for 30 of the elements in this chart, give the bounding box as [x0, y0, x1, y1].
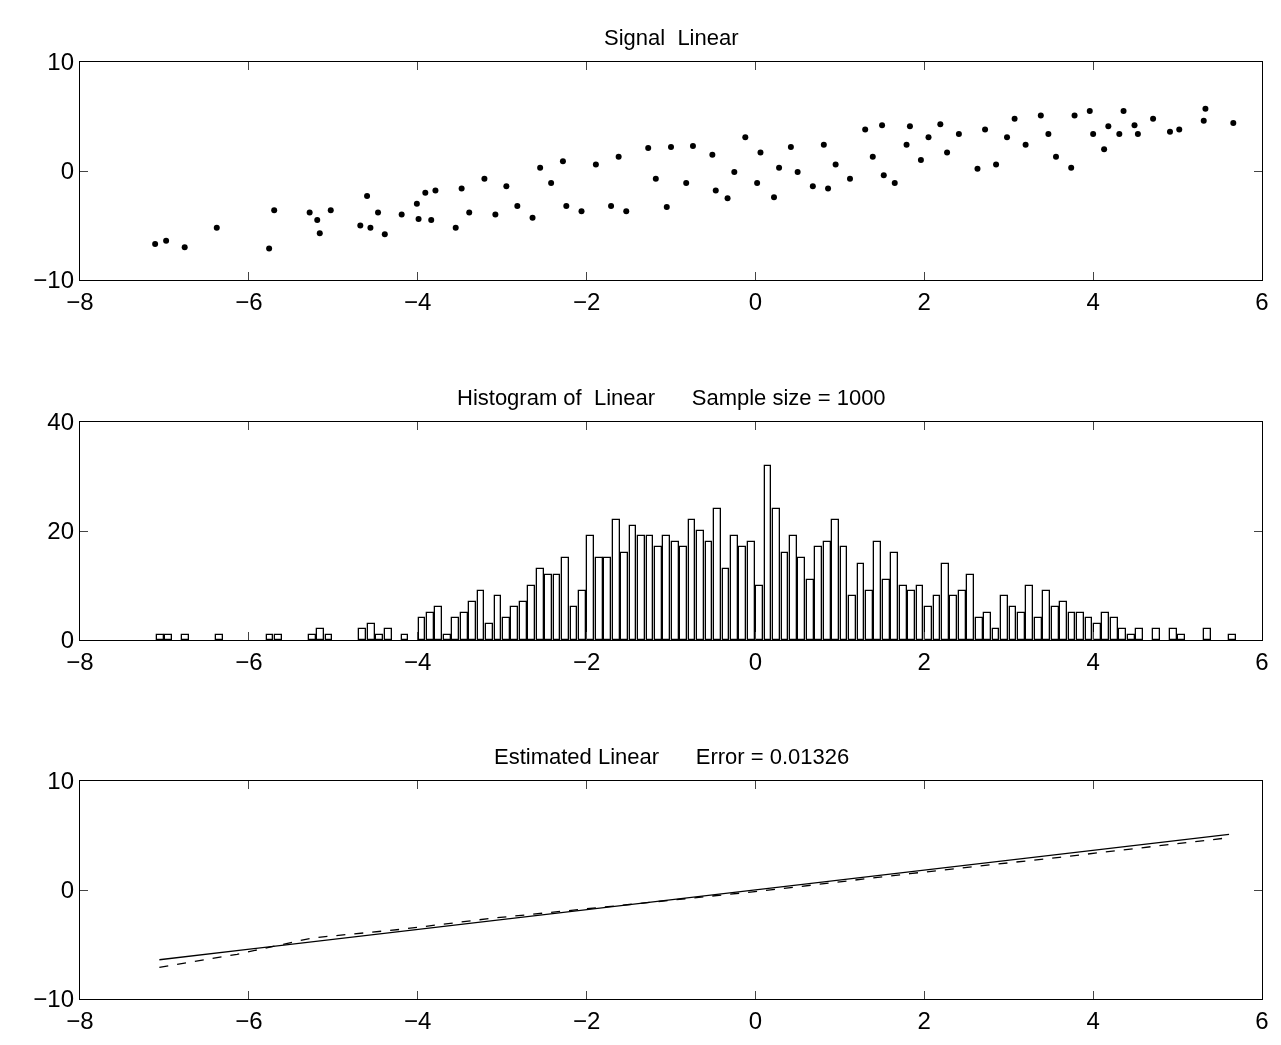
- y-tick-label: 20: [47, 517, 75, 545]
- y-tick-label: 40: [47, 408, 75, 436]
- x-tick-label: 0: [748, 1006, 763, 1034]
- y-tick-label: 0: [60, 157, 75, 185]
- x-tick-label: 6: [1255, 287, 1269, 315]
- x-tick-label: −2: [572, 287, 601, 315]
- x-tick-label: 2: [917, 647, 931, 675]
- x-tick-label: −4: [404, 1006, 432, 1034]
- x-tick-label: 4: [1086, 1006, 1100, 1034]
- x-tick-label: 6: [1255, 647, 1269, 675]
- x-tick-label: −4: [404, 647, 432, 675]
- x-tick-label: −6: [235, 287, 263, 315]
- x-tick-label: −6: [235, 647, 263, 675]
- y-tick-label: 0: [60, 876, 75, 904]
- x-tick-label: 2: [917, 1006, 931, 1034]
- chart-title: Histogram of Linear Sample size = 1000: [457, 385, 886, 410]
- x-tick-label: −2: [572, 1006, 601, 1034]
- y-tick-label: 10: [47, 48, 75, 76]
- x-tick-label: −6: [235, 1006, 263, 1034]
- x-tick-label: −4: [404, 287, 432, 315]
- x-tick-label: −2: [572, 647, 601, 675]
- chart-title: Signal Linear: [604, 25, 739, 50]
- y-tick-label: 10: [47, 767, 75, 795]
- x-tick-label: 4: [1086, 287, 1100, 315]
- x-tick-label: 4: [1086, 647, 1100, 675]
- x-tick-label: 0: [748, 647, 763, 675]
- x-tick-label: 6: [1255, 1006, 1269, 1034]
- chart-title: Estimated Linear Error = 0.01326: [494, 744, 850, 769]
- x-tick-label: 0: [748, 287, 763, 315]
- x-tick-label: 2: [917, 287, 931, 315]
